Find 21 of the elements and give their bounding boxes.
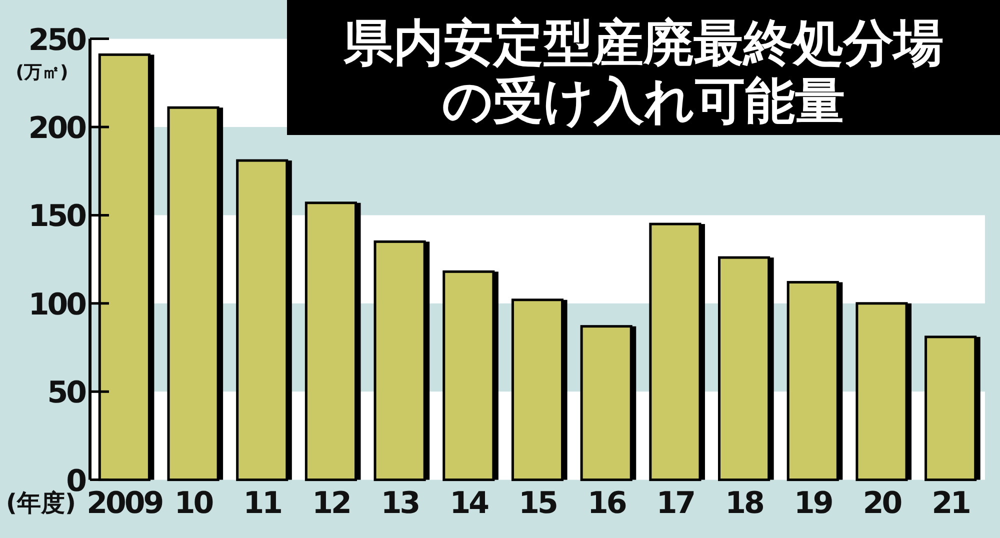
x-tick-label: 2009 [86,486,162,521]
x-tick-label: 16 [587,486,626,521]
chart-title: 県内安定型産廃最終処分場の受け入れ可能量 [342,14,944,130]
y-tick-label: 150 [28,199,86,234]
y-axis-title: (万㎡) [16,62,68,83]
x-tick-label: 20 [862,486,902,521]
x-tick-label: 21 [932,486,970,521]
x-tick-label: 14 [450,486,489,521]
x-tick-label: 18 [725,486,764,521]
title: 県内安定型産廃最終処分場の受け入れ可能量 [287,0,1000,135]
x-tick-label: 15 [518,486,556,521]
x-tick-label: 11 [243,486,282,521]
x-tick-label: 19 [794,486,832,521]
x-tick-label: 12 [312,486,350,521]
y-tick-label: 100 [28,287,86,322]
y-tick-label: 250 [28,22,86,58]
y-tick-label: 50 [47,376,86,411]
x-tick-label: 10 [174,486,214,521]
x-tick-label: 17 [656,486,694,521]
x-tick-label: 13 [380,486,419,521]
y-tick-label: 200 [28,111,86,146]
